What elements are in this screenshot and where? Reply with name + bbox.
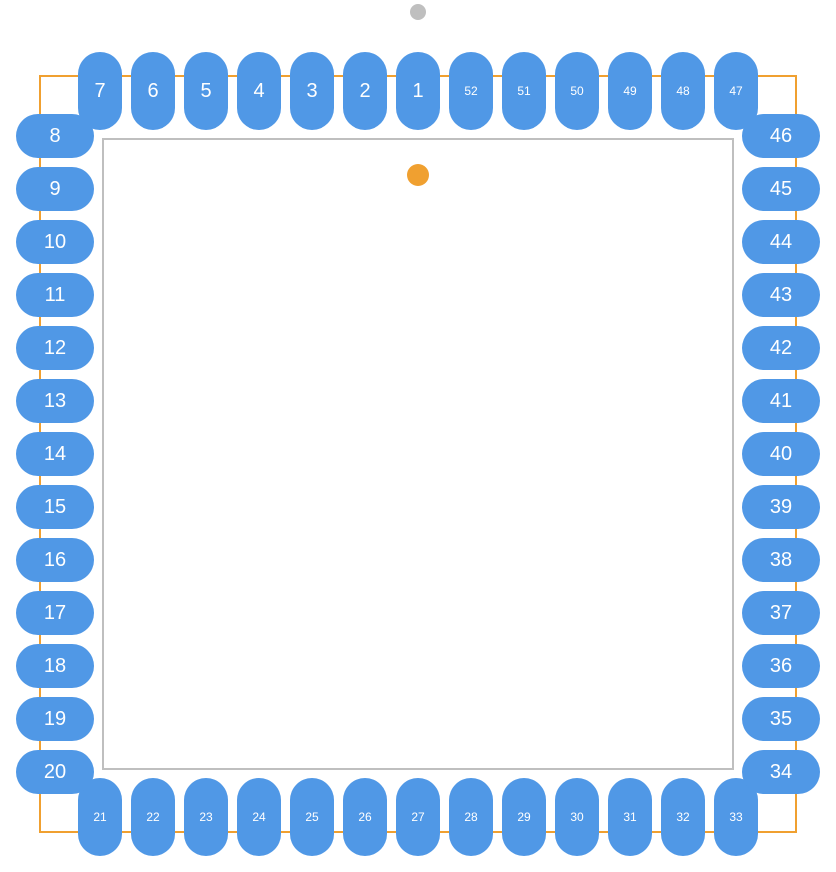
- pin-17: 17: [16, 591, 94, 635]
- pin-1: 1: [396, 52, 440, 130]
- pin-30: 30: [555, 778, 599, 856]
- pin-28: 28: [449, 778, 493, 856]
- pin-36: 36: [742, 644, 820, 688]
- pin-22: 22: [131, 778, 175, 856]
- pin-13: 13: [16, 379, 94, 423]
- pin-40: 40: [742, 432, 820, 476]
- pin-44: 44: [742, 220, 820, 264]
- pin-18: 18: [16, 644, 94, 688]
- package-footprint: 7654321525150494847212223242526272829303…: [0, 0, 836, 872]
- pin-46: 46: [742, 114, 820, 158]
- pin-35: 35: [742, 697, 820, 741]
- pin-10: 10: [16, 220, 94, 264]
- pin-29: 29: [502, 778, 546, 856]
- pin-12: 12: [16, 326, 94, 370]
- pin-52: 52: [449, 52, 493, 130]
- pin-27: 27: [396, 778, 440, 856]
- pin-16: 16: [16, 538, 94, 582]
- pin-31: 31: [608, 778, 652, 856]
- pin-19: 19: [16, 697, 94, 741]
- pin-9: 9: [16, 167, 94, 211]
- pin-42: 42: [742, 326, 820, 370]
- pin-23: 23: [184, 778, 228, 856]
- pin-3: 3: [290, 52, 334, 130]
- pin-14: 14: [16, 432, 94, 476]
- pin-2: 2: [343, 52, 387, 130]
- pin-32: 32: [661, 778, 705, 856]
- pin-4: 4: [237, 52, 281, 130]
- pin-26: 26: [343, 778, 387, 856]
- pin-34: 34: [742, 750, 820, 794]
- pin-5: 5: [184, 52, 228, 130]
- pin-24: 24: [237, 778, 281, 856]
- pin-11: 11: [16, 273, 94, 317]
- pin-51: 51: [502, 52, 546, 130]
- pin-45: 45: [742, 167, 820, 211]
- pin-20: 20: [16, 750, 94, 794]
- pin-25: 25: [290, 778, 334, 856]
- pin-15: 15: [16, 485, 94, 529]
- orientation-mark-top: [410, 4, 426, 20]
- pin-8: 8: [16, 114, 94, 158]
- pin-6: 6: [131, 52, 175, 130]
- pin-39: 39: [742, 485, 820, 529]
- pin-43: 43: [742, 273, 820, 317]
- pin-38: 38: [742, 538, 820, 582]
- pin-50: 50: [555, 52, 599, 130]
- pin-49: 49: [608, 52, 652, 130]
- pin-37: 37: [742, 591, 820, 635]
- pin1-indicator: [407, 164, 429, 186]
- pin-41: 41: [742, 379, 820, 423]
- die-outline: [102, 138, 734, 770]
- pin-48: 48: [661, 52, 705, 130]
